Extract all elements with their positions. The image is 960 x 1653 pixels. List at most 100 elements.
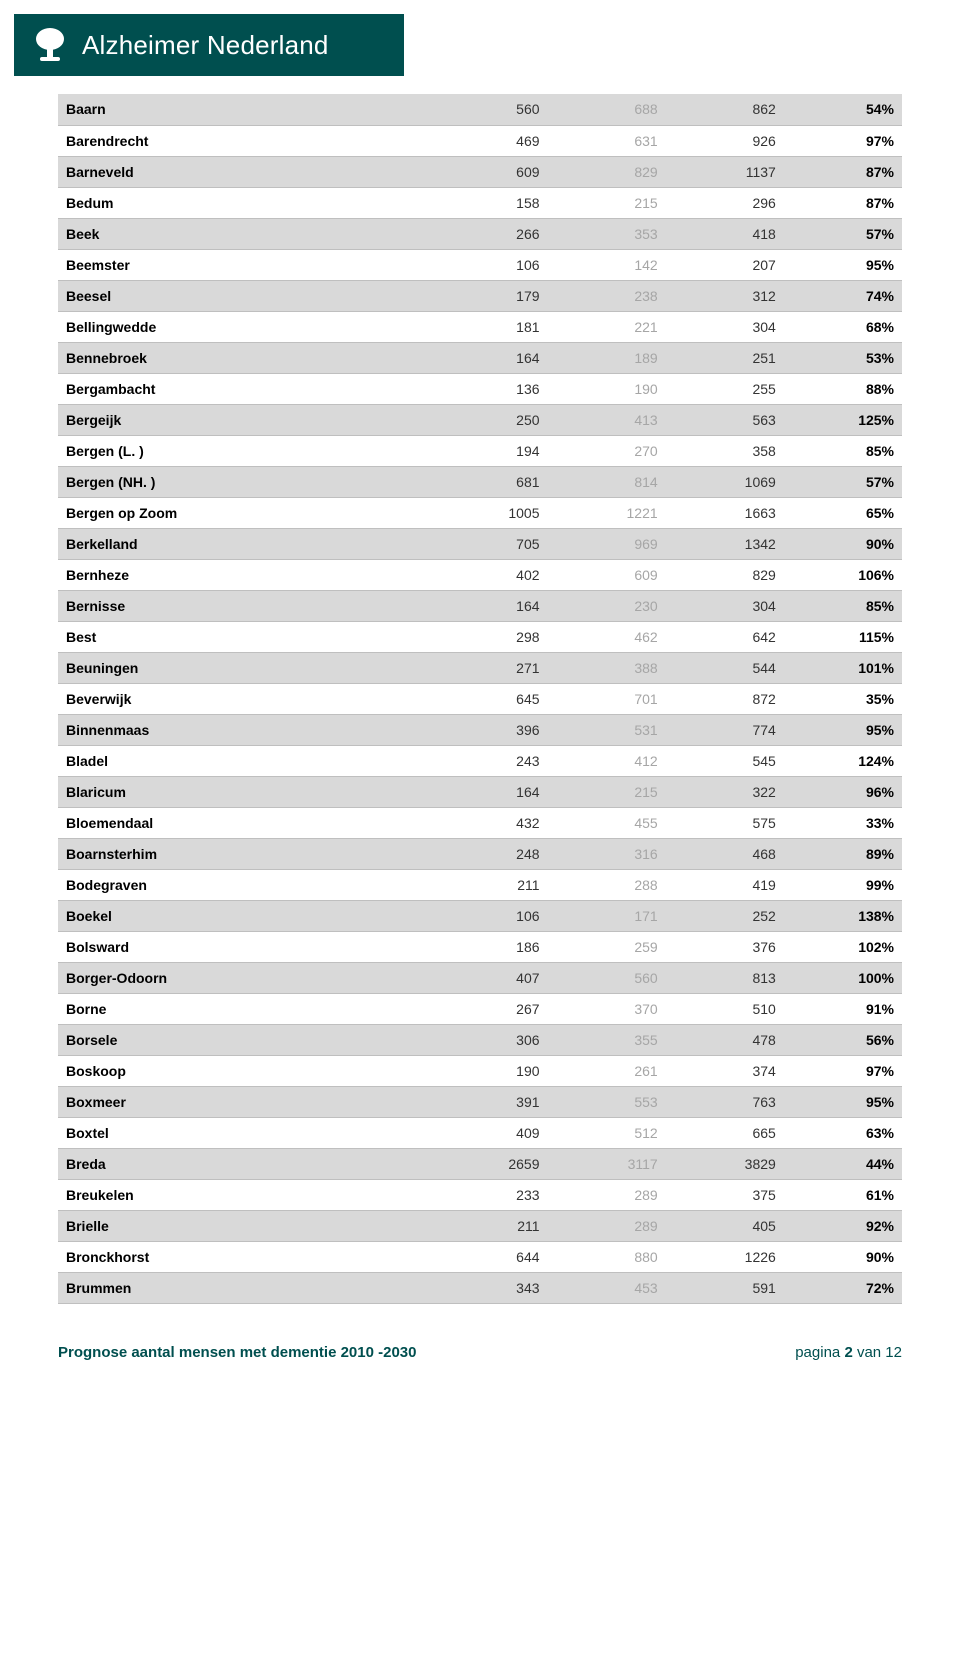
cell-name: Bernisse (58, 590, 429, 621)
cell-value-2: 189 (548, 342, 666, 373)
cell-name: Bergambacht (58, 373, 429, 404)
cell-value-3: 304 (666, 311, 784, 342)
cell-percent: 74% (784, 280, 902, 311)
cell-name: Beek (58, 218, 429, 249)
cell-value-2: 455 (548, 807, 666, 838)
cell-percent: 96% (784, 776, 902, 807)
cell-value-2: 3117 (548, 1148, 666, 1179)
cell-name: Boxmeer (58, 1086, 429, 1117)
cell-value-3: 375 (666, 1179, 784, 1210)
cell-percent: 65% (784, 497, 902, 528)
table-row: Bernheze402609829106% (58, 559, 902, 590)
cell-value-3: 419 (666, 869, 784, 900)
cell-value-2: 688 (548, 94, 666, 125)
cell-value-3: 207 (666, 249, 784, 280)
cell-name: Bolsward (58, 931, 429, 962)
data-table-container: Baarn56068886254%Barendrecht46963192697%… (0, 94, 960, 1304)
cell-value-1: 186 (429, 931, 547, 962)
table-row: Baarn56068886254% (58, 94, 902, 125)
cell-value-2: 370 (548, 993, 666, 1024)
cell-percent: 115% (784, 621, 902, 652)
cell-percent: 95% (784, 249, 902, 280)
cell-percent: 85% (784, 435, 902, 466)
cell-value-1: 560 (429, 94, 547, 125)
cell-name: Beuningen (58, 652, 429, 683)
cell-percent: 85% (784, 590, 902, 621)
footer-pagination: pagina 2 van 12 (795, 1344, 902, 1361)
table-row: Bodegraven21128841999% (58, 869, 902, 900)
cell-value-3: 563 (666, 404, 784, 435)
cell-name: Bellingwedde (58, 311, 429, 342)
table-row: Boskoop19026137497% (58, 1055, 902, 1086)
cell-value-3: 813 (666, 962, 784, 993)
cell-value-3: 575 (666, 807, 784, 838)
cell-value-1: 194 (429, 435, 547, 466)
cell-name: Blaricum (58, 776, 429, 807)
table-row: Bergeijk250413563125% (58, 404, 902, 435)
cell-value-2: 609 (548, 559, 666, 590)
cell-value-3: 358 (666, 435, 784, 466)
table-row: Brummen34345359172% (58, 1272, 902, 1303)
cell-value-2: 701 (548, 683, 666, 714)
cell-value-3: 478 (666, 1024, 784, 1055)
cell-value-2: 353 (548, 218, 666, 249)
table-row: Bergen (L. )19427035885% (58, 435, 902, 466)
cell-value-2: 631 (548, 125, 666, 156)
cell-value-3: 591 (666, 1272, 784, 1303)
table-row: Bergen (NH. )681814106957% (58, 466, 902, 497)
cell-value-1: 396 (429, 714, 547, 745)
cell-percent: 99% (784, 869, 902, 900)
table-row: Beuningen271388544101% (58, 652, 902, 683)
table-row: Beek26635341857% (58, 218, 902, 249)
cell-name: Brielle (58, 1210, 429, 1241)
table-row: Best298462642115% (58, 621, 902, 652)
cell-name: Berkelland (58, 528, 429, 559)
cell-value-1: 266 (429, 218, 547, 249)
cell-percent: 88% (784, 373, 902, 404)
cell-value-1: 164 (429, 776, 547, 807)
cell-value-2: 560 (548, 962, 666, 993)
cell-value-1: 211 (429, 869, 547, 900)
cell-value-2: 969 (548, 528, 666, 559)
footer-title: Prognose aantal mensen met dementie 2010… (58, 1344, 416, 1361)
cell-value-2: 215 (548, 187, 666, 218)
cell-name: Boxtel (58, 1117, 429, 1148)
cell-percent: 100% (784, 962, 902, 993)
cell-percent: 63% (784, 1117, 902, 1148)
cell-value-2: 412 (548, 745, 666, 776)
cell-value-2: 531 (548, 714, 666, 745)
cell-name: Bergeijk (58, 404, 429, 435)
table-row: Boarnsterhim24831646889% (58, 838, 902, 869)
cell-name: Best (58, 621, 429, 652)
footer-page-suffix: van 12 (853, 1344, 902, 1361)
table-row: Brielle21128940592% (58, 1210, 902, 1241)
table-row: Bloemendaal43245557533% (58, 807, 902, 838)
cell-value-2: 512 (548, 1117, 666, 1148)
cell-value-3: 1342 (666, 528, 784, 559)
cell-value-3: 376 (666, 931, 784, 962)
cell-value-2: 288 (548, 869, 666, 900)
table-row: Bedum15821529687% (58, 187, 902, 218)
cell-value-2: 261 (548, 1055, 666, 1086)
tree-logo-icon (30, 25, 70, 65)
table-row: Barneveld609829113787% (58, 156, 902, 187)
cell-value-1: 469 (429, 125, 547, 156)
cell-name: Bladel (58, 745, 429, 776)
cell-value-1: 409 (429, 1117, 547, 1148)
cell-name: Bronckhorst (58, 1241, 429, 1272)
cell-percent: 97% (784, 125, 902, 156)
cell-value-1: 250 (429, 404, 547, 435)
cell-percent: 68% (784, 311, 902, 342)
cell-value-3: 665 (666, 1117, 784, 1148)
cell-value-2: 355 (548, 1024, 666, 1055)
cell-value-1: 645 (429, 683, 547, 714)
cell-value-1: 136 (429, 373, 547, 404)
table-row: Blaricum16421532296% (58, 776, 902, 807)
table-row: Borne26737051091% (58, 993, 902, 1024)
cell-name: Bennebroek (58, 342, 429, 373)
cell-value-3: 545 (666, 745, 784, 776)
table-row: Breukelen23328937561% (58, 1179, 902, 1210)
cell-percent: 106% (784, 559, 902, 590)
cell-value-3: 468 (666, 838, 784, 869)
cell-value-3: 255 (666, 373, 784, 404)
